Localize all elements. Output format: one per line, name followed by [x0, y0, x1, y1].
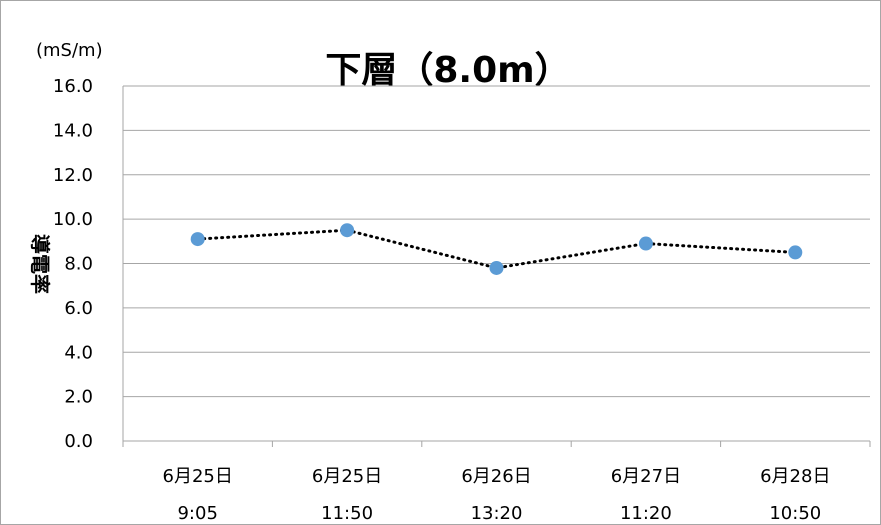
x-tick-label-time: 10:50 [769, 503, 821, 524]
data-point [638, 236, 653, 251]
x-tick-labels: 6月25日 9:05 6月25日 11:50 6月26日 13:20 6月27日 11:20 6… [163, 466, 831, 524]
x-tick-label-time: 13:20 [471, 503, 523, 524]
data-point [340, 223, 355, 238]
y-unit-label: (mS/m) [36, 40, 103, 61]
y-tick-label: 6.0 [64, 298, 93, 319]
x-tick-label-date: 6月25日 [312, 466, 382, 487]
x-tick-label-time: 11:20 [620, 503, 672, 524]
x-tick-label-date: 6月26日 [461, 466, 531, 487]
series-line [196, 228, 797, 270]
y-axis-title: 導電率 [28, 234, 52, 294]
x-tick-label-date: 6月25日 [163, 466, 233, 487]
y-tick-label: 14.0 [53, 120, 93, 141]
data-point [190, 232, 205, 247]
y-tick-label: 4.0 [64, 342, 93, 363]
y-tick-label: 12.0 [53, 165, 93, 186]
y-tick-label: 2.0 [64, 387, 93, 408]
data-point [489, 260, 504, 275]
data-points [190, 223, 803, 275]
y-tick-label: 0.0 [64, 431, 93, 452]
gridlines [122, 85, 871, 447]
y-tick-label: 10.0 [53, 209, 93, 230]
series-line-group [196, 228, 797, 270]
x-tick-label-date: 6月28日 [760, 466, 830, 487]
chart-title: 下層（8.0m） [325, 50, 570, 91]
x-tick-label-time: 11:50 [321, 503, 373, 524]
y-tick-label: 16.0 [53, 76, 93, 97]
x-tick-label-time: 9:05 [177, 503, 217, 524]
y-tick-labels: 0.0 2.0 4.0 6.0 8.0 10.0 12.0 14.0 16.0 [53, 76, 93, 452]
y-tick-label: 8.0 [64, 254, 93, 275]
data-point [788, 245, 803, 260]
x-tick-label-date: 6月27日 [611, 466, 681, 487]
